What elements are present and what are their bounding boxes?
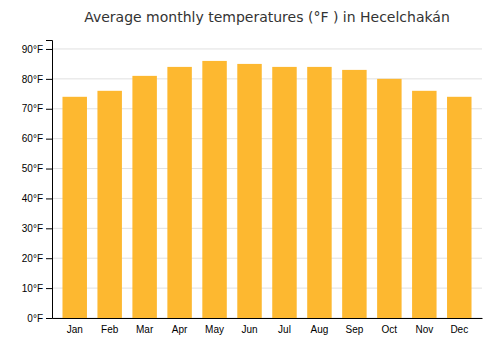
y-tick-mark xyxy=(46,49,52,50)
y-tick-label: 70°F xyxy=(22,103,43,114)
x-tick: Apr xyxy=(172,318,188,335)
x-tick: Feb xyxy=(101,318,119,335)
y-tick-mark xyxy=(46,79,52,80)
y-tick: 0°F xyxy=(27,313,52,324)
bar xyxy=(447,97,471,318)
x-tick: Oct xyxy=(382,318,398,335)
y-tick: 90°F xyxy=(22,44,52,55)
x-axis-line xyxy=(53,318,483,319)
bar xyxy=(62,97,86,318)
y-tick-label: 90°F xyxy=(22,44,43,55)
bar xyxy=(342,70,366,318)
x-tick-label: Jul xyxy=(278,324,291,335)
chart: 0°F 10°F 20°F 30°F 40°F 50°F 60°F 70°F 80°F 90°F J… xyxy=(0,0,500,350)
y-tick: 70°F xyxy=(22,103,52,114)
x-tick: Jan xyxy=(67,318,83,335)
x-tick-label: Mar xyxy=(136,324,154,335)
x-axis: Jan Feb Mar Apr May Jun Jul Aug Sep Oct Nov Dec xyxy=(53,318,483,335)
y-tick-label: 40°F xyxy=(22,193,43,204)
bars xyxy=(62,61,471,318)
y-axis: 0°F 10°F 20°F 30°F 40°F 50°F 60°F 70°F 80°F 90°F xyxy=(22,41,53,324)
bar xyxy=(377,79,401,318)
y-axis-line xyxy=(46,41,53,319)
y-tick-mark xyxy=(46,169,52,170)
x-tick-label: Jan xyxy=(67,324,83,335)
x-tick-label: Nov xyxy=(415,324,433,335)
grid-line xyxy=(52,48,482,49)
bar xyxy=(412,91,436,318)
y-tick-label: 80°F xyxy=(22,74,43,85)
x-tick: Mar xyxy=(136,318,154,335)
x-tick-label: May xyxy=(205,324,224,335)
bar xyxy=(202,61,226,318)
y-tick-mark xyxy=(46,109,52,110)
bar xyxy=(132,76,156,318)
x-tick-label: Oct xyxy=(382,324,398,335)
grid-line xyxy=(52,78,482,79)
x-tick-label: Apr xyxy=(172,324,188,335)
y-tick-label: 0°F xyxy=(27,313,43,324)
grid xyxy=(52,49,482,318)
y-tick-label: 10°F xyxy=(22,283,43,294)
y-tick: 80°F xyxy=(22,74,52,85)
plot: 0°F 10°F 20°F 30°F 40°F 50°F 60°F 70°F 80°F 90°F J… xyxy=(22,41,483,336)
bar xyxy=(272,67,296,318)
y-tick-mark xyxy=(46,318,52,319)
y-tick: 20°F xyxy=(22,253,52,264)
y-tick-label: 50°F xyxy=(22,163,43,174)
y-tick: 50°F xyxy=(22,163,52,174)
bar xyxy=(97,91,121,318)
y-tick: 10°F xyxy=(22,283,52,294)
y-tick: 30°F xyxy=(22,223,52,234)
bar xyxy=(167,67,191,318)
y-tick: 60°F xyxy=(22,133,52,144)
x-tick: May xyxy=(205,318,224,335)
x-tick: Dec xyxy=(450,318,468,335)
y-tick-mark xyxy=(46,139,52,140)
y-tick-mark xyxy=(46,288,52,289)
x-tick-label: Jun xyxy=(241,324,257,335)
y-tick-label: 30°F xyxy=(22,223,43,234)
x-tick-label: Feb xyxy=(101,324,119,335)
x-tick: Jul xyxy=(278,318,291,335)
y-tick-label: 20°F xyxy=(22,253,43,264)
y-tick-label: 60°F xyxy=(22,133,43,144)
bar xyxy=(307,67,331,318)
y-tick-mark xyxy=(46,198,52,199)
x-tick: Aug xyxy=(311,318,329,335)
x-tick-label: Dec xyxy=(450,324,468,335)
x-tick-label: Aug xyxy=(311,324,329,335)
x-tick-label: Sep xyxy=(345,324,363,335)
y-tick-mark xyxy=(46,258,52,259)
chart-container: 0°F 10°F 20°F 30°F 40°F 50°F 60°F 70°F 80°F 90°F J… xyxy=(0,0,500,350)
x-tick: Sep xyxy=(345,318,363,335)
y-tick-mark xyxy=(46,228,52,229)
title: Average monthly temperatures (°F ) in He… xyxy=(84,9,450,25)
bar xyxy=(237,64,261,318)
x-tick: Nov xyxy=(415,318,433,335)
y-tick: 40°F xyxy=(22,193,52,204)
x-tick: Jun xyxy=(241,318,257,335)
